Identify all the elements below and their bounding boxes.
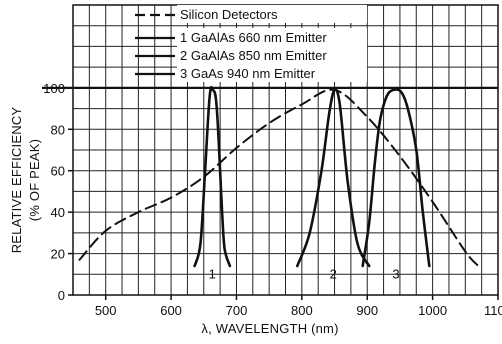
curve-label-3: 3 [392, 266, 399, 281]
series-line-1 [78, 88, 480, 267]
x-tick-label: 600 [160, 303, 182, 318]
curve-label-2: 2 [330, 266, 337, 281]
y-axis-title-line-2: (% OF PEAK) [27, 139, 42, 221]
x-tick-label: 800 [291, 303, 313, 318]
legend-label-2: 1 GaAlAs 660 nm Emitter [180, 30, 327, 45]
series-line-3 [296, 88, 371, 268]
series-line-4 [361, 88, 431, 268]
legend-label-bg [177, 46, 367, 64]
x-tick-label: 700 [226, 303, 248, 318]
legend-label-3: 2 GaAlAs 850 nm Emitter [180, 48, 327, 63]
y-tick-label: 40 [51, 205, 65, 220]
legend-label-bg [177, 5, 367, 23]
x-tick-label: 1000 [418, 303, 447, 318]
y-tick-label: 20 [51, 247, 65, 262]
y-axis-title-line-1: RELATIVE EFFICIENCY [9, 107, 24, 254]
y-tick-label: 60 [51, 164, 65, 179]
y-tick-label: 100 [43, 81, 65, 96]
x-tick-label: 900 [356, 303, 378, 318]
y-tick-label: 80 [51, 122, 65, 137]
x-tick-label: 500 [95, 303, 117, 318]
curve-label-1: 1 [209, 266, 216, 281]
legend-label-bg [177, 28, 367, 46]
legend: Silicon Detectors 1 GaAlAs 660 nm Emitter… [135, 5, 367, 82]
legend-label-bg [177, 64, 367, 82]
x-axis-title: λ, WAVELENGTH (nm) [201, 321, 338, 336]
series-line-2 [193, 85, 232, 268]
legend-label-1: Silicon Detectors [180, 7, 278, 22]
legend-label-4: 3 GaAs 940 nm Emitter [180, 66, 316, 81]
series-layer: 1 2 3 [78, 85, 480, 281]
y-tick-label: 0 [58, 288, 65, 303]
